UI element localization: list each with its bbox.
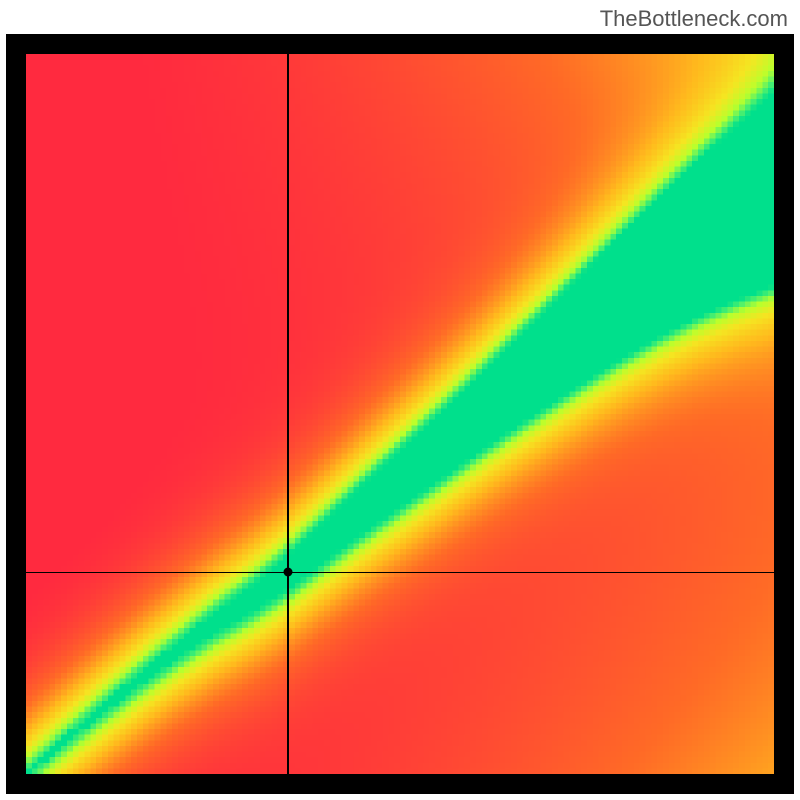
- watermark-text: TheBottleneck.com: [600, 6, 788, 32]
- bottleneck-heatmap: [26, 54, 774, 774]
- crosshair-horizontal-line: [26, 572, 774, 574]
- crosshair-dot: [283, 568, 292, 577]
- container: TheBottleneck.com: [0, 0, 800, 800]
- crosshair-vertical-line: [287, 54, 289, 774]
